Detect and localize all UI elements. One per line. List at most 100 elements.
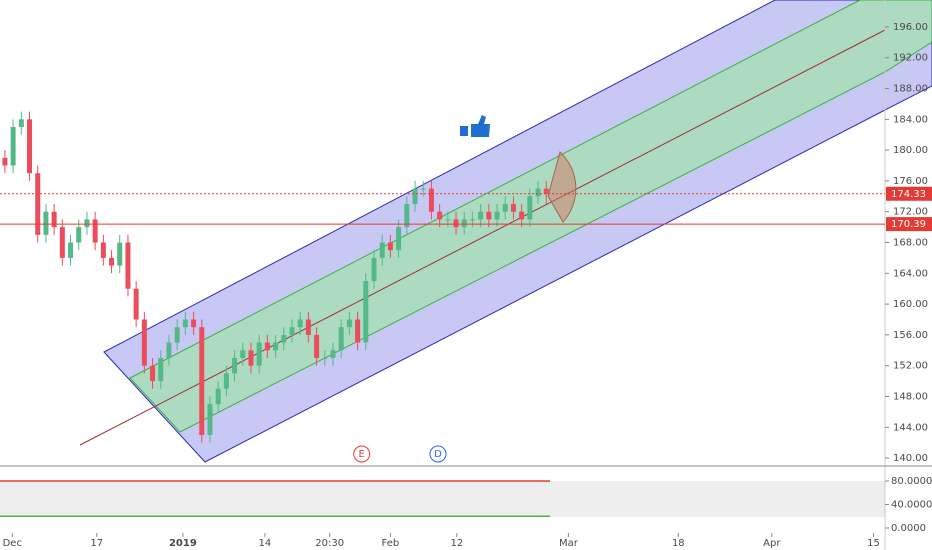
candle-body — [100, 242, 106, 258]
candle-body — [35, 173, 41, 235]
candle-body — [330, 350, 336, 358]
candle-body — [396, 227, 402, 251]
indicator-y-tick-label: 80.0000 — [891, 476, 932, 487]
candle-body — [264, 342, 270, 351]
candle-body — [289, 327, 295, 335]
x-tick-label: 20:30 — [315, 538, 344, 549]
candle-body — [51, 211, 57, 228]
price-label: 174.33 — [891, 189, 926, 200]
y-tick-label: 164.00 — [893, 268, 928, 279]
x-tick-label: 2019 — [169, 538, 197, 549]
y-tick-label: 140.00 — [893, 453, 928, 464]
x-tick-label: Mar — [559, 538, 579, 549]
candle-body — [445, 219, 451, 221]
candle-body — [223, 373, 229, 389]
y-tick-label: 176.00 — [893, 176, 928, 187]
candle-body — [494, 211, 500, 220]
candle-body — [84, 219, 90, 228]
candle-body — [232, 357, 238, 374]
x-tick-label: 15 — [867, 538, 880, 549]
candle-body — [510, 204, 516, 212]
thumbs-up-icon — [460, 115, 490, 137]
candle-body — [527, 196, 533, 220]
candle-body — [420, 188, 426, 190]
candle-body — [117, 242, 123, 266]
candle-body — [305, 319, 311, 335]
x-tick-label: Dec — [3, 538, 22, 549]
candle-body — [125, 242, 131, 289]
y-tick-label: 148.00 — [893, 391, 928, 402]
candle-body — [240, 350, 246, 358]
candle-body — [502, 204, 508, 212]
y-tick-label: 144.00 — [893, 422, 928, 433]
candle-body — [486, 211, 492, 220]
candle-body — [453, 219, 459, 228]
candle-body — [158, 357, 164, 382]
event-marker — [353, 445, 371, 463]
x-tick-label: 18 — [672, 538, 685, 549]
candle-body — [10, 127, 16, 166]
y-tick-label: 196.00 — [893, 22, 928, 33]
candle-body — [248, 350, 254, 366]
y-tick-label: 192.00 — [893, 53, 928, 64]
candle-body — [191, 319, 197, 328]
candle-body — [314, 334, 320, 358]
candle-body — [174, 327, 180, 343]
candle-body — [207, 404, 213, 435]
candle-body — [519, 211, 525, 220]
candle-body — [469, 219, 475, 221]
candle-body — [256, 342, 262, 366]
candle-body — [543, 188, 549, 194]
y-tick-label: 156.00 — [893, 330, 928, 341]
candle-body — [379, 242, 385, 258]
candle-body — [76, 227, 82, 243]
price-label-bg — [886, 217, 932, 232]
event-label: E — [359, 449, 365, 460]
indicator-band — [0, 481, 885, 517]
candle-body — [281, 334, 287, 343]
x-tick-label: 17 — [90, 538, 103, 549]
candle-body — [404, 204, 410, 228]
candle-body — [437, 211, 443, 220]
candle-body — [363, 281, 369, 343]
candle-body — [535, 188, 541, 197]
candle-body — [387, 242, 393, 251]
y-tick-label: 160.00 — [893, 299, 928, 310]
candle-body — [182, 319, 188, 328]
channel-median — [79, 29, 886, 446]
price-label-bg — [886, 186, 932, 201]
candle-body — [478, 211, 484, 220]
y-tick-label: 172.00 — [893, 207, 928, 218]
y-tick-label: 188.00 — [893, 84, 928, 95]
candle-body — [43, 211, 49, 235]
candle-body — [297, 319, 303, 328]
candle-body — [2, 157, 8, 166]
x-tick-label: 12 — [450, 538, 463, 549]
candle-body — [412, 188, 418, 205]
candle-body — [133, 288, 139, 320]
candle-body — [27, 119, 33, 174]
candle-body — [355, 319, 361, 343]
indicator-y-tick-label: 40.0000 — [891, 499, 932, 510]
event-label: D — [434, 449, 442, 460]
candle-body — [166, 342, 172, 358]
arc-drawing — [547, 151, 577, 223]
candle-body — [338, 327, 344, 351]
candle-body — [215, 388, 221, 405]
candle-body — [346, 319, 352, 328]
candle-body — [18, 119, 24, 128]
y-tick-label: 180.00 — [893, 145, 928, 156]
candle-body — [92, 219, 98, 243]
candle-body — [109, 257, 115, 266]
candle-body — [150, 365, 156, 382]
candle-body — [322, 357, 328, 359]
candle-body — [461, 219, 467, 228]
candle-body — [68, 242, 74, 258]
x-tick-label: 14 — [259, 538, 272, 549]
candle-body — [273, 342, 279, 351]
candle-body — [141, 319, 147, 366]
indicator-y-tick-label: 0.0000 — [891, 523, 926, 534]
y-tick-label: 168.00 — [893, 238, 928, 249]
x-tick-label: Feb — [382, 538, 400, 549]
